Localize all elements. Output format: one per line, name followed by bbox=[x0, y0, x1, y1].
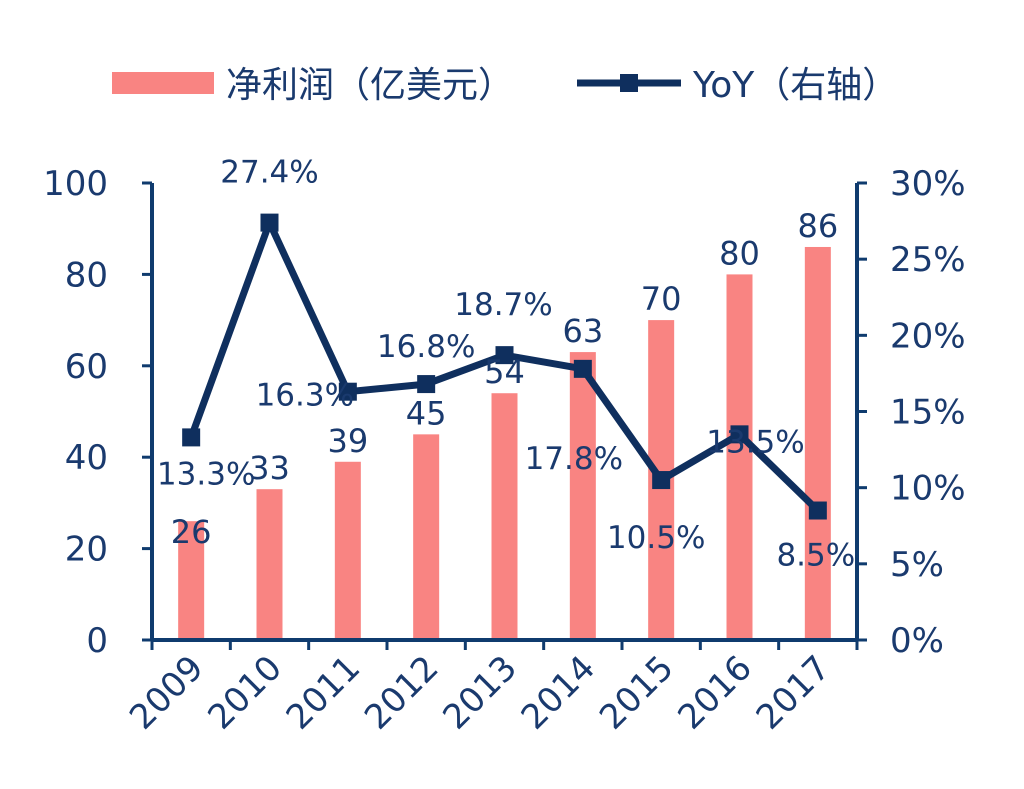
bar bbox=[413, 434, 440, 640]
x-tick-label: 2009 bbox=[122, 648, 211, 737]
yoy-value-label: 18.7% bbox=[454, 287, 552, 323]
bar bbox=[726, 274, 753, 640]
bar-value-label: 26 bbox=[171, 513, 212, 551]
yoy-value-label: 8.5% bbox=[776, 538, 855, 574]
yoy-marker bbox=[730, 425, 749, 444]
yoy-marker bbox=[652, 471, 671, 490]
legend-bar-swatch bbox=[112, 72, 214, 94]
x-tick-label: 2015 bbox=[592, 648, 681, 737]
bar-value-label: 33 bbox=[249, 449, 290, 487]
yoy-marker bbox=[573, 359, 592, 378]
right-tick-label: 10% bbox=[890, 469, 966, 509]
right-tick-label: 20% bbox=[890, 316, 966, 356]
left-tick-label: 0 bbox=[86, 621, 108, 661]
x-tick-label: 2017 bbox=[749, 648, 838, 737]
yoy-value-label: 16.8% bbox=[377, 329, 475, 365]
bar-value-label: 86 bbox=[797, 207, 838, 245]
yoy-value-label: 27.4% bbox=[220, 155, 318, 191]
bar-value-label: 80 bbox=[719, 234, 760, 272]
bar bbox=[491, 393, 518, 640]
bar-value-label: 70 bbox=[641, 280, 682, 318]
left-tick-label: 100 bbox=[43, 164, 108, 204]
left-tick-label: 60 bbox=[65, 347, 108, 387]
bar bbox=[178, 521, 205, 640]
right-tick-label: 0% bbox=[890, 621, 944, 661]
bar-value-label: 63 bbox=[562, 312, 603, 350]
yoy-value-label: 13.3% bbox=[157, 456, 255, 492]
yoy-value-label: 10.5% bbox=[607, 520, 705, 556]
yoy-marker bbox=[417, 375, 436, 394]
yoy-marker bbox=[260, 213, 279, 232]
right-tick-label: 5% bbox=[890, 545, 944, 585]
yoy-value-label: 16.3% bbox=[256, 378, 354, 414]
left-tick-label: 20 bbox=[65, 530, 108, 570]
bar-value-label: 39 bbox=[327, 422, 368, 460]
right-tick-label: 15% bbox=[890, 393, 966, 433]
x-tick-label: 2011 bbox=[279, 648, 368, 737]
left-tick-label: 80 bbox=[65, 255, 108, 295]
x-tick-label: 2014 bbox=[514, 648, 603, 737]
bar-value-label: 54 bbox=[484, 353, 525, 391]
x-tick-label: 2010 bbox=[200, 648, 289, 737]
left-tick-label: 40 bbox=[65, 438, 108, 478]
plot-area: 0204060801000%5%10%15%20%25%30%200920102… bbox=[43, 155, 965, 738]
x-tick-label: 2013 bbox=[435, 648, 524, 737]
x-tick-label: 2016 bbox=[670, 648, 759, 737]
yoy-value-label: 13.5% bbox=[706, 424, 804, 460]
yoy-value-label: 17.8% bbox=[525, 441, 623, 477]
yoy-marker bbox=[338, 382, 357, 401]
bar bbox=[569, 352, 596, 640]
legend-bar-label: 净利润（亿美元） bbox=[226, 65, 514, 106]
legend-line-marker bbox=[620, 74, 638, 92]
legend: 净利润（亿美元） YoY（右轴） bbox=[112, 65, 898, 106]
right-tick-label: 25% bbox=[890, 240, 966, 280]
yoy-marker bbox=[495, 346, 514, 365]
bar bbox=[256, 489, 283, 640]
bar bbox=[804, 246, 831, 641]
legend-line-label: YoY（右轴） bbox=[692, 65, 898, 106]
right-tick-label: 30% bbox=[890, 164, 966, 204]
yoy-marker bbox=[808, 501, 827, 520]
bar bbox=[334, 461, 361, 640]
bar-value-label: 45 bbox=[406, 394, 447, 432]
yoy-marker bbox=[182, 428, 201, 447]
x-tick-label: 2012 bbox=[357, 648, 446, 737]
